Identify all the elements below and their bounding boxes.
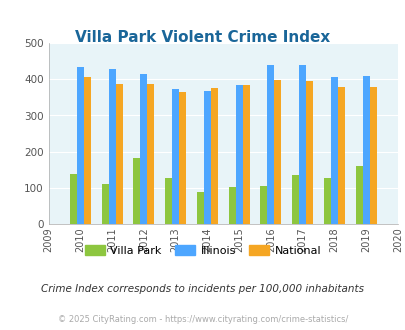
Bar — [235, 85, 242, 224]
Bar — [172, 89, 179, 224]
Bar — [242, 85, 249, 224]
Bar — [260, 186, 267, 224]
Bar — [179, 92, 186, 224]
Bar — [140, 74, 147, 224]
Bar — [369, 87, 376, 224]
Bar — [147, 84, 154, 224]
Bar — [77, 67, 84, 224]
Bar — [292, 176, 298, 224]
Bar — [228, 187, 235, 224]
Bar — [102, 184, 109, 224]
Bar — [211, 88, 217, 224]
Bar — [362, 76, 369, 224]
Bar — [267, 65, 274, 224]
Bar — [323, 178, 330, 224]
Bar — [274, 80, 281, 224]
Bar — [84, 77, 91, 224]
Bar — [70, 174, 77, 224]
Bar — [196, 192, 203, 224]
Bar — [330, 77, 337, 224]
Text: Crime Index corresponds to incidents per 100,000 inhabitants: Crime Index corresponds to incidents per… — [41, 284, 364, 294]
Bar — [337, 87, 344, 224]
Bar — [305, 82, 312, 224]
Text: © 2025 CityRating.com - https://www.cityrating.com/crime-statistics/: © 2025 CityRating.com - https://www.city… — [58, 315, 347, 324]
Text: Villa Park Violent Crime Index: Villa Park Violent Crime Index — [75, 30, 330, 45]
Bar — [298, 65, 305, 224]
Bar — [355, 166, 362, 224]
Legend: Villa Park, Illinois, National: Villa Park, Illinois, National — [80, 241, 325, 260]
Bar — [203, 91, 211, 224]
Bar — [165, 178, 172, 224]
Bar — [115, 84, 122, 224]
Bar — [133, 158, 140, 224]
Bar — [109, 69, 115, 224]
